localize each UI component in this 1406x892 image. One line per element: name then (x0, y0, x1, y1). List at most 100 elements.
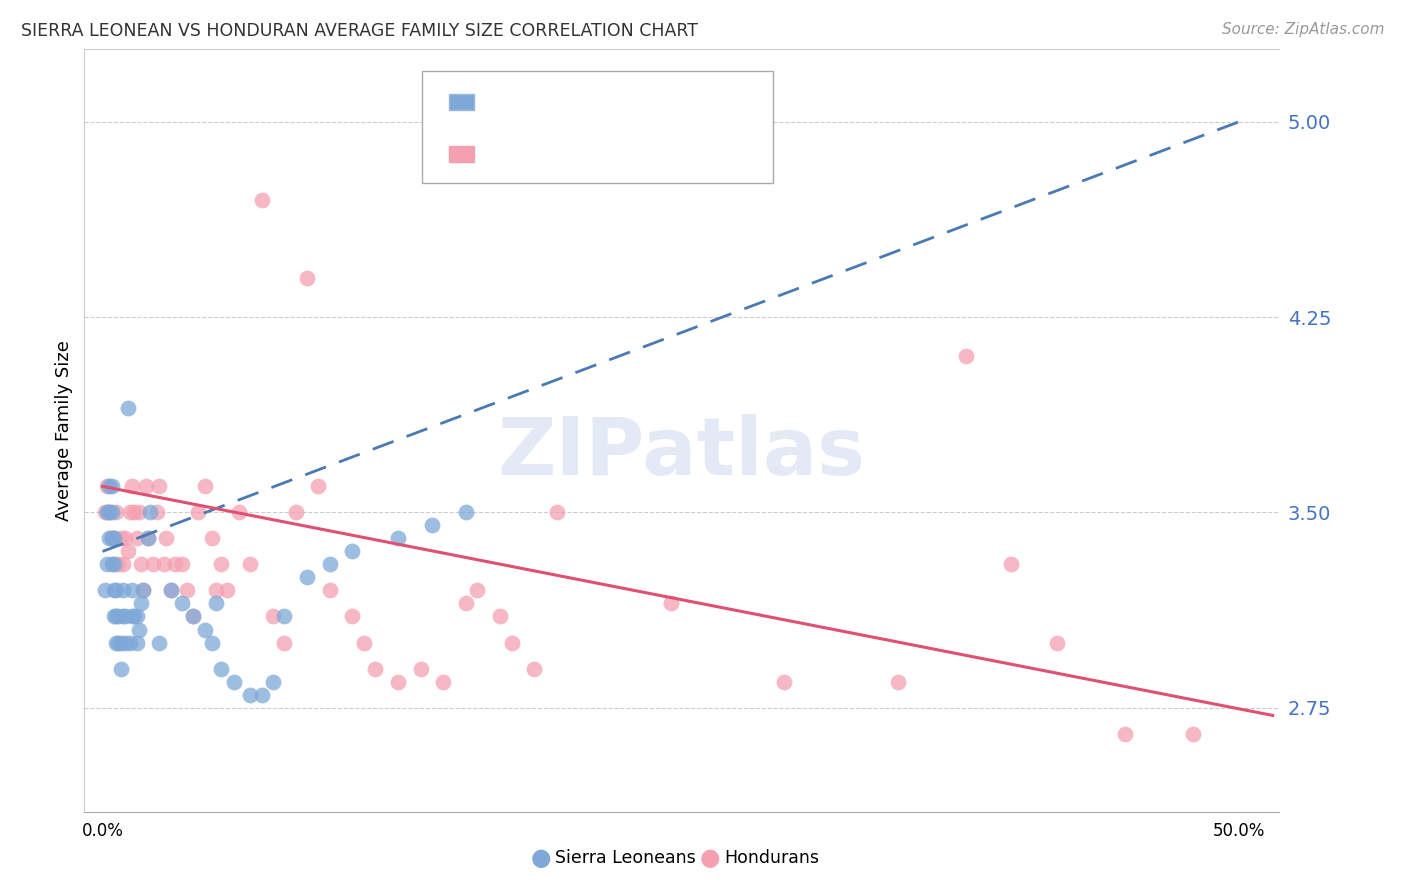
Text: R = -0.327   N = 76: R = -0.327 N = 76 (485, 145, 662, 163)
Text: SIERRA LEONEAN VS HONDURAN AVERAGE FAMILY SIZE CORRELATION CHART: SIERRA LEONEAN VS HONDURAN AVERAGE FAMIL… (21, 22, 699, 40)
Point (114, 609, 136, 624)
Point (454, 505, 477, 519)
Point (98, 505, 121, 519)
Point (159, 583, 181, 598)
Point (273, 635, 295, 649)
Point (146, 505, 169, 519)
Point (1230, 870, 1253, 884)
Point (110, 635, 132, 649)
Point (1239, 870, 1261, 884)
Point (96, 505, 118, 519)
Point (183, 609, 205, 624)
Point (132, 583, 155, 598)
Point (136, 532, 159, 546)
Point (887, 674, 910, 689)
Point (200, 635, 222, 649)
Point (107, 635, 129, 649)
Point (170, 558, 193, 572)
Point (224, 674, 246, 689)
Point (136, 532, 159, 546)
Point (105, 635, 128, 649)
Point (1000, 558, 1022, 572)
Point (955, 349, 977, 363)
Point (107, 609, 129, 624)
Point (110, 662, 132, 676)
Text: ●: ● (700, 847, 720, 870)
Point (546, 505, 568, 519)
Point (114, 532, 136, 546)
Point (250, 193, 273, 207)
Point (194, 623, 217, 637)
Point (114, 635, 136, 649)
Point (118, 505, 141, 519)
Point (111, 558, 134, 572)
Point (135, 479, 157, 493)
Point (1250, 870, 1272, 884)
Point (125, 635, 148, 649)
Point (209, 662, 232, 676)
Point (228, 505, 250, 519)
Point (103, 532, 125, 546)
Text: ●: ● (531, 847, 551, 870)
Point (489, 609, 512, 624)
Point (319, 583, 342, 598)
Point (262, 674, 284, 689)
Point (319, 558, 342, 572)
Point (110, 532, 132, 546)
Point (105, 609, 128, 624)
Point (125, 609, 148, 624)
Point (105, 583, 128, 598)
Point (100, 532, 122, 546)
Point (1234, 870, 1257, 884)
Text: Sierra Leoneans: Sierra Leoneans (555, 849, 696, 867)
Point (98, 532, 121, 546)
Point (148, 635, 170, 649)
Point (307, 479, 329, 493)
Point (420, 518, 443, 533)
Point (111, 583, 134, 598)
Text: Source: ZipAtlas.com: Source: ZipAtlas.com (1222, 22, 1385, 37)
Point (100, 505, 122, 519)
Point (170, 597, 193, 611)
Point (153, 558, 176, 572)
Point (217, 583, 239, 598)
Point (205, 583, 228, 598)
Point (773, 674, 796, 689)
Point (200, 532, 222, 546)
Point (132, 583, 155, 598)
Point (176, 583, 198, 598)
Point (284, 505, 307, 519)
Point (353, 635, 375, 649)
Point (1227, 870, 1250, 884)
Point (141, 558, 163, 572)
Point (387, 674, 409, 689)
Point (1225, 870, 1247, 884)
Point (96, 558, 118, 572)
Point (96, 479, 118, 493)
Point (183, 609, 205, 624)
Point (103, 558, 125, 572)
Point (1232, 870, 1254, 884)
Text: Hondurans: Hondurans (724, 849, 820, 867)
Point (125, 532, 148, 546)
Point (103, 609, 125, 624)
Point (121, 479, 143, 493)
Point (100, 479, 122, 493)
Point (409, 662, 432, 676)
Point (467, 583, 489, 598)
Point (165, 558, 187, 572)
Point (273, 609, 295, 624)
Point (155, 532, 177, 546)
Point (98, 505, 121, 519)
Point (342, 544, 364, 558)
Point (121, 583, 143, 598)
Point (124, 505, 146, 519)
Point (105, 505, 128, 519)
Point (124, 609, 146, 624)
Point (250, 688, 273, 702)
Point (94, 505, 117, 519)
Point (103, 583, 125, 598)
Point (117, 401, 139, 416)
Point (1223, 870, 1246, 884)
Text: 50.0%: 50.0% (1212, 822, 1265, 840)
